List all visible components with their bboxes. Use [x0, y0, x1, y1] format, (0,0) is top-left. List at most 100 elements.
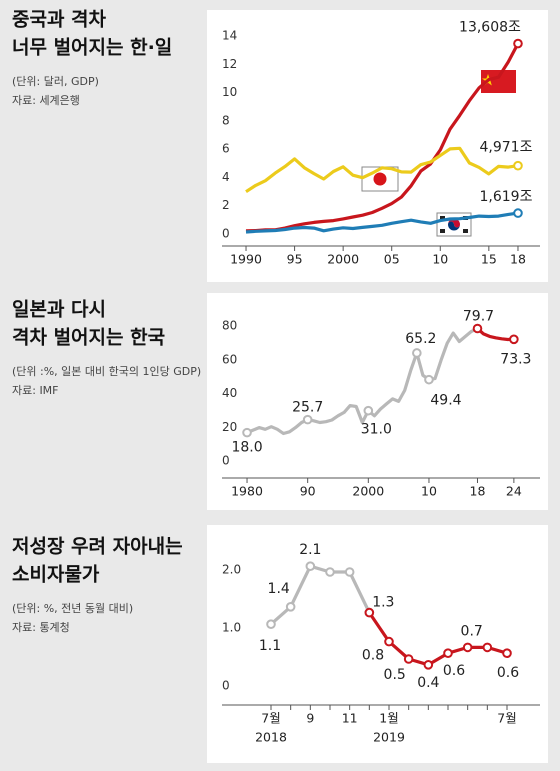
x-tick-label: 18	[510, 252, 526, 267]
y-tick-label: 0	[222, 227, 230, 241]
series-line	[476, 327, 514, 342]
value-label: 1.1	[259, 638, 281, 654]
data-point	[305, 561, 316, 572]
value-label: 0.6	[443, 663, 465, 679]
y-tick-label: 2	[222, 198, 230, 212]
x-tick-label: 11	[342, 711, 358, 726]
end-label: 4,971조	[479, 140, 532, 156]
data-point	[502, 648, 512, 659]
data-point	[513, 160, 523, 171]
end-label: 13,608조	[459, 20, 521, 36]
x-tick-label: 10	[421, 484, 437, 499]
panel	[207, 10, 548, 282]
data-point	[513, 38, 523, 49]
data-point	[266, 619, 276, 630]
chart-title: 일본과 다시	[12, 299, 106, 321]
y-tick-label: 0	[222, 679, 230, 693]
unit-note: (단위: %, 전년 동월 대비)	[12, 602, 133, 615]
y-tick-label: 40	[222, 386, 237, 400]
value-label: 18.0	[231, 440, 262, 456]
unit-note: (단위: 달러, GDP)	[12, 75, 99, 88]
x-tick-label: 1월	[379, 711, 398, 726]
value-label: 0.5	[384, 667, 406, 683]
x-group-label: 2019	[373, 730, 405, 745]
panel	[207, 293, 548, 510]
y-tick-label: 80	[222, 319, 237, 333]
value-label: 0.4	[417, 675, 439, 691]
value-label: 0.8	[362, 648, 384, 664]
chart-title: 저성장 우려 자아내는	[12, 536, 183, 558]
x-tick-label: 1990	[230, 252, 262, 267]
data-point	[412, 348, 422, 358]
data-point	[424, 374, 434, 385]
x-tick-label: 90	[300, 484, 316, 499]
x-tick-label: 10	[432, 252, 448, 267]
data-point	[363, 405, 374, 416]
data-point	[423, 660, 434, 670]
data-point	[384, 636, 394, 647]
data-point	[344, 567, 355, 577]
y-tick-label: 4	[222, 170, 230, 184]
value-label: 73.3	[500, 351, 531, 367]
source: 자료: 세계은행	[12, 94, 80, 107]
source: 자료: IMF	[12, 384, 59, 397]
y-tick-label: 14	[222, 29, 237, 43]
y-tick-label: 2.0	[222, 563, 241, 577]
value-label: 65.2	[405, 331, 436, 347]
y-tick-label: 8	[222, 113, 230, 127]
data-point	[403, 654, 414, 664]
x-tick-label: 05	[384, 252, 400, 267]
chart-title: 중국과 격차	[12, 9, 107, 31]
x-tick-label: 24	[506, 484, 522, 499]
data-point	[482, 642, 493, 653]
x-tick-label: 2000	[352, 484, 384, 499]
x-group-label: 2018	[255, 730, 287, 745]
panel	[207, 525, 548, 763]
x-tick-label: 18	[470, 484, 486, 499]
value-label: 0.6	[497, 665, 519, 681]
value-label: 2.1	[299, 542, 321, 558]
y-tick-label: 0	[222, 454, 230, 468]
data-point	[462, 642, 473, 653]
data-point	[302, 414, 313, 425]
value-label: 0.7	[461, 623, 483, 639]
value-label: 79.7	[463, 309, 494, 325]
series-line	[245, 42, 520, 233]
data-point	[513, 208, 523, 218]
end-label: 1,619조	[479, 189, 532, 205]
unit-note: (단위 :%, 일본 대비 한국의 1인당 GDP)	[12, 364, 201, 378]
y-tick-label: 10	[222, 85, 237, 99]
value-label: 25.7	[292, 400, 323, 416]
value-label: 1.4	[268, 581, 290, 597]
x-tick-label: 2000	[327, 252, 359, 267]
data-point	[285, 602, 296, 612]
y-tick-label: 60	[222, 352, 237, 366]
chart-title: 소비자물가	[12, 564, 100, 586]
value-label: 1.3	[372, 595, 394, 611]
x-tick-label: 95	[287, 252, 303, 267]
value-label: 31.0	[361, 422, 392, 438]
chart-title: 격차 벌어지는 한국	[12, 327, 165, 349]
data-point	[364, 607, 375, 618]
series-line	[245, 146, 519, 194]
x-tick-label: 9	[306, 711, 314, 726]
y-tick-label: 20	[222, 420, 237, 434]
series-line	[245, 211, 519, 234]
data-point	[443, 648, 453, 659]
data-point	[509, 334, 519, 345]
chart-title: 너무 벌어지는 한·일	[12, 37, 172, 59]
y-tick-label: 1.0	[222, 621, 241, 635]
x-tick-label: 7월	[261, 711, 280, 726]
data-point	[242, 427, 252, 438]
data-point	[472, 323, 483, 334]
source: 자료: 통계청	[12, 621, 70, 634]
x-tick-label: 7월	[497, 711, 516, 726]
value-label: 49.4	[430, 393, 461, 409]
y-tick-label: 12	[222, 57, 237, 71]
x-tick-label: 15	[481, 252, 497, 267]
x-tick-label: 1980	[231, 484, 263, 499]
y-tick-label: 6	[222, 142, 230, 156]
data-point	[325, 567, 335, 577]
